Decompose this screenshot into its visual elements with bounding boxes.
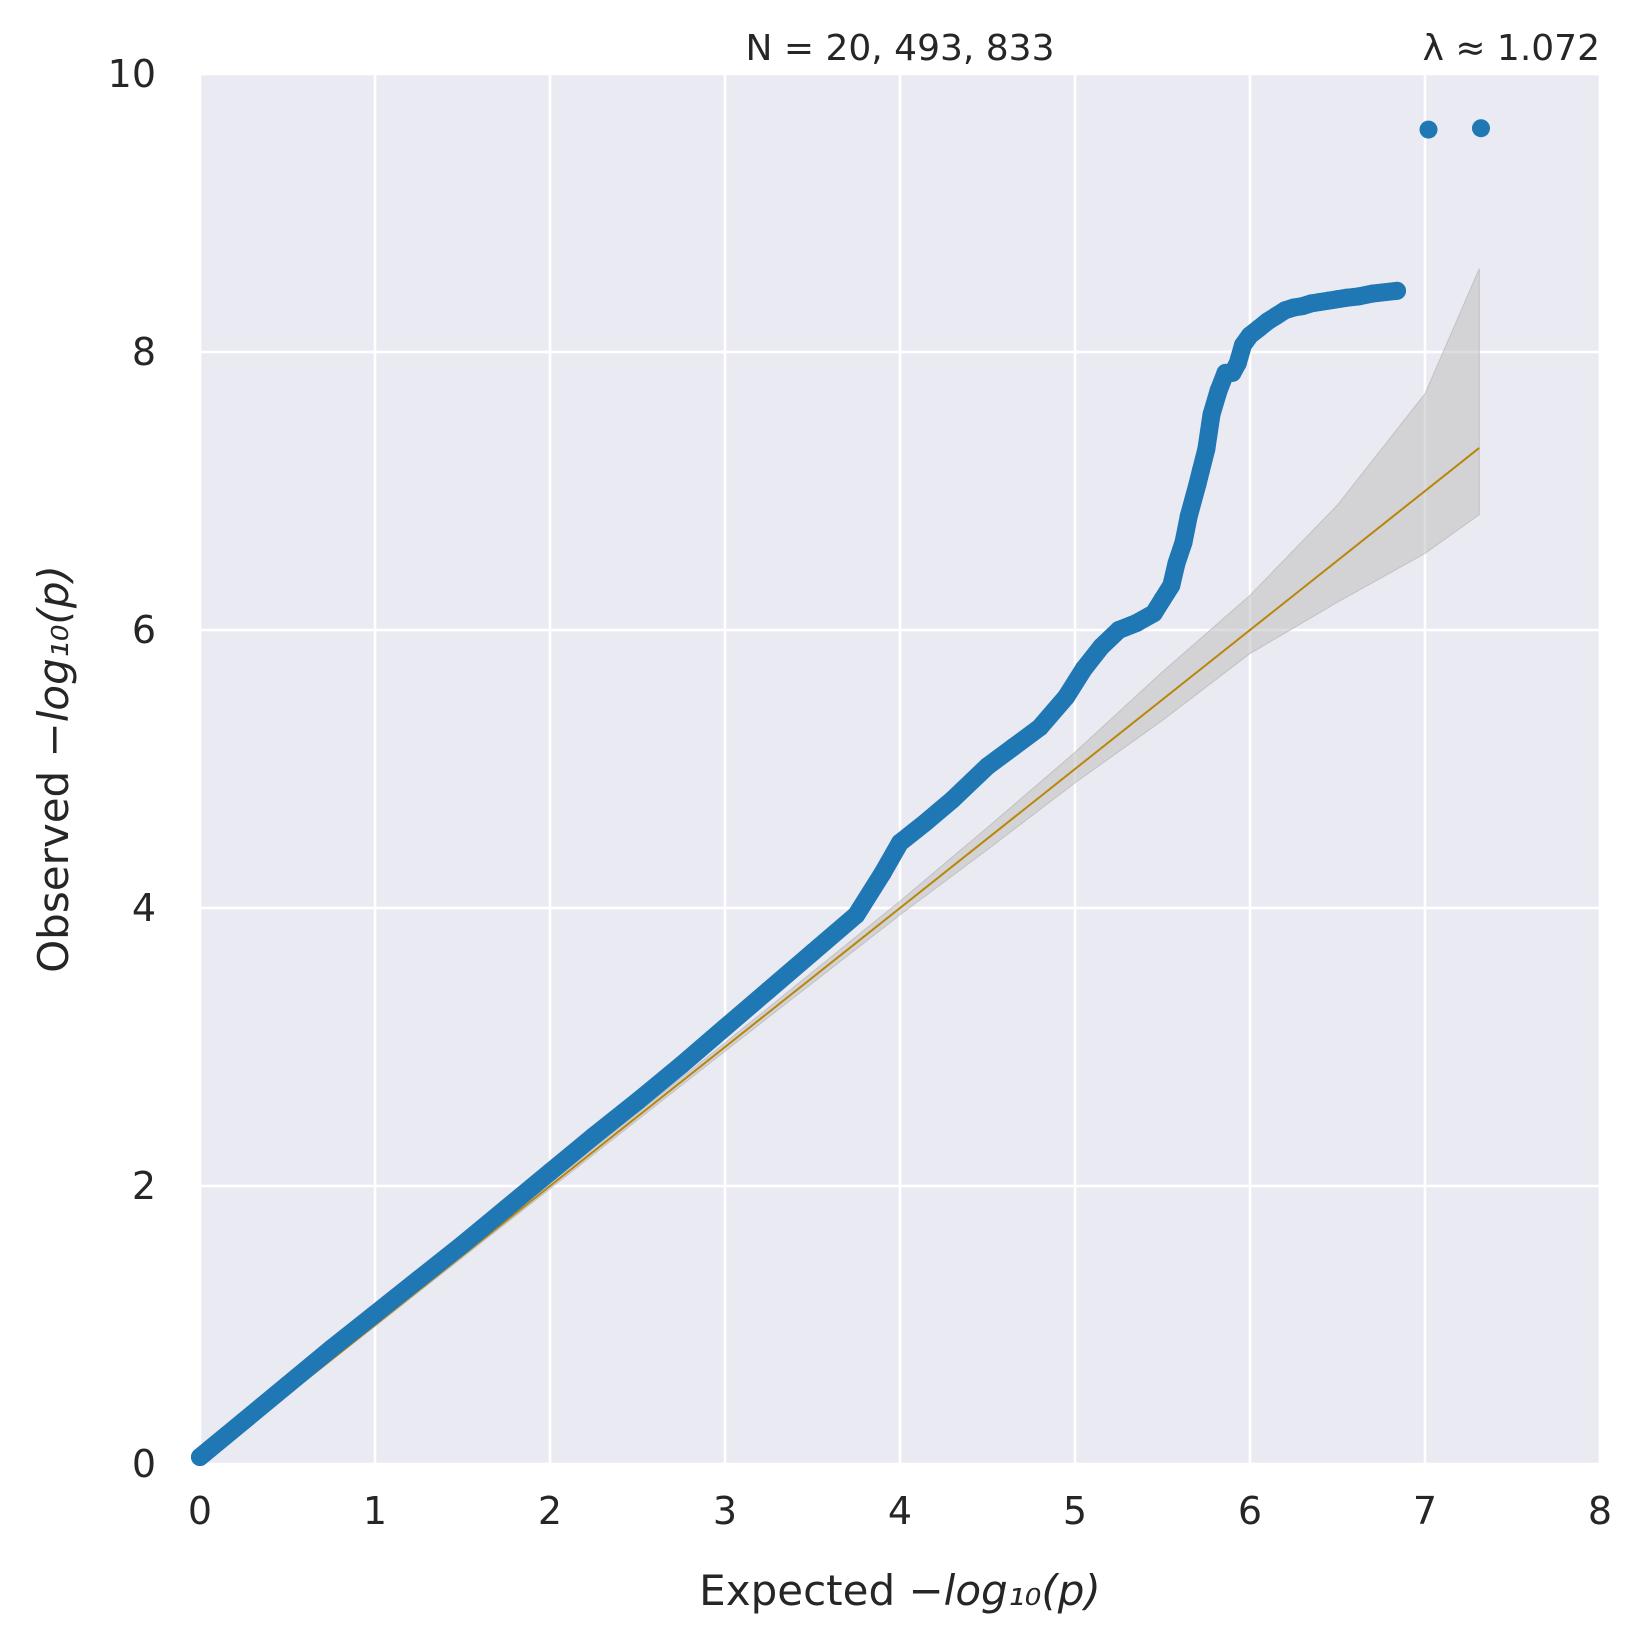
data-point (409, 1270, 428, 1289)
data-point (453, 1235, 472, 1254)
data-point (541, 1163, 559, 1182)
y-tick-label: 0 (132, 1442, 156, 1486)
data-point (1349, 287, 1368, 306)
y-tick-label: 4 (132, 886, 156, 930)
y-axis-title: Observed −log₁₀(p) (29, 565, 78, 973)
y-tick-label: 10 (108, 52, 156, 96)
x-tick-label: 7 (1413, 1489, 1437, 1533)
y-tick-label: 8 (132, 330, 156, 374)
data-point (1167, 554, 1186, 573)
confidence-band-area (199, 268, 1480, 1465)
data-point (891, 833, 909, 852)
y-axis-title-prefix: Observed (29, 757, 78, 972)
data-point (366, 1304, 384, 1323)
data-point (1419, 120, 1438, 139)
grid-lines (198, 72, 1602, 1466)
y-tick-label: 2 (132, 1164, 156, 1208)
data-point (1228, 354, 1247, 373)
data-point (1153, 590, 1172, 609)
x-tick-label: 1 (363, 1489, 387, 1533)
data-point (628, 1092, 647, 1111)
n-annotation: N = 20, 493, 833 (746, 28, 1055, 69)
x-axis-title-prefix: Expected (699, 1566, 908, 1615)
x-tick-label: 3 (713, 1489, 737, 1533)
data-point (1179, 507, 1198, 526)
data-point (1057, 687, 1076, 706)
data-point (497, 1199, 516, 1218)
data-point (191, 1448, 209, 1467)
data-point (234, 1411, 253, 1430)
data-point (1144, 604, 1163, 623)
data-point (1363, 284, 1382, 303)
y-axis-title-math: −log₁₀(p) (29, 565, 78, 757)
lambda-annotation: λ ≈ 1.072 (1423, 28, 1600, 69)
data-point (1188, 475, 1207, 494)
data-point (1174, 533, 1193, 552)
x-tick-label: 5 (1063, 1489, 1087, 1533)
x-tick-label: 4 (888, 1489, 912, 1533)
confidence-band (199, 268, 1480, 1465)
data-point (917, 812, 936, 831)
data-point (716, 1018, 734, 1037)
data-point (322, 1339, 341, 1358)
data-point (1127, 614, 1146, 633)
data-points (191, 119, 1490, 1467)
x-tick-label: 2 (538, 1489, 562, 1533)
data-point (1388, 281, 1406, 300)
data-point (978, 757, 997, 776)
data-point (759, 981, 778, 1000)
data-point (278, 1375, 297, 1394)
y-tick-labels: 0 2 4 6 8 10 (108, 52, 156, 1486)
data-point (1109, 621, 1128, 639)
data-point (1197, 440, 1216, 459)
data-point (1031, 718, 1049, 737)
data-point (1209, 381, 1228, 400)
data-point (1192, 461, 1210, 480)
data-point (803, 943, 822, 962)
x-axis-title: Expected −log₁₀(p) (699, 1566, 1101, 1615)
data-point (873, 864, 892, 883)
x-tick-labels: 0 1 2 3 4 5 6 7 8 (188, 1489, 1612, 1533)
data-point (1004, 737, 1023, 756)
data-point (943, 790, 962, 809)
x-tick-label: 8 (1588, 1489, 1612, 1533)
data-point (672, 1056, 691, 1075)
x-tick-label: 6 (1238, 1489, 1262, 1533)
data-point (1092, 637, 1111, 656)
data-point (847, 905, 866, 924)
x-axis-title-math: −log₁₀(p) (908, 1566, 1100, 1615)
data-point (1472, 119, 1490, 138)
y-tick-label: 6 (132, 608, 156, 652)
data-point (1074, 659, 1093, 678)
data-point (1162, 576, 1181, 595)
data-point (1202, 405, 1221, 424)
x-tick-label: 0 (188, 1489, 212, 1533)
data-point (584, 1126, 603, 1145)
